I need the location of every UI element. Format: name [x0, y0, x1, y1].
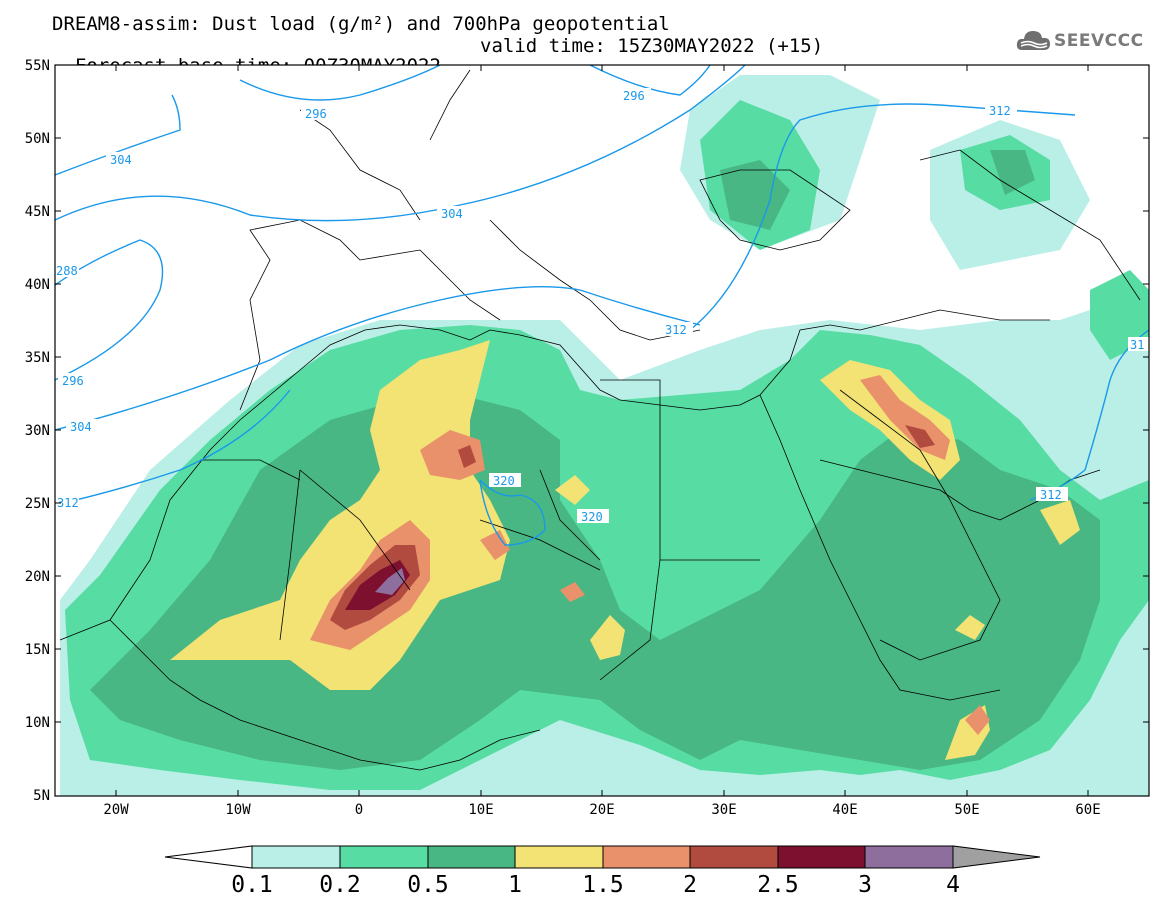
colorbar-label: 2.5	[757, 872, 799, 898]
contour-label: 320	[581, 510, 603, 524]
contour-label: 31	[1130, 338, 1144, 352]
contour-label: 320	[493, 474, 515, 488]
lat-label: 40N	[25, 277, 50, 293]
colorbar-over-arrow	[952, 845, 1041, 869]
lat-label: 50N	[25, 131, 50, 147]
dust-shading-3	[375, 568, 405, 595]
map-title: DREAM8-assim: Dust load (g/m²) and 700hP…	[52, 13, 670, 35]
lon-label: 30E	[711, 802, 736, 818]
cloud-icon	[1016, 31, 1050, 50]
lat-label: 20N	[25, 569, 50, 585]
lat-label: 45N	[25, 204, 50, 220]
contour-label: 312	[57, 496, 79, 510]
contour-label: 304	[110, 153, 132, 167]
colorbar-under-arrow	[164, 845, 253, 869]
map-area: 296 296 304 304 312 288 296 304 312 320 …	[55, 65, 1149, 796]
lat-label: 35N	[25, 350, 50, 366]
colorbar-label: 4	[946, 872, 960, 898]
dust-shading-2.5	[345, 560, 410, 610]
colorbar: 0.1 0.2 0.5 1 1.5 2 2.5 3 4	[164, 845, 1041, 898]
lon-label: 10W	[225, 802, 251, 818]
colorbar-box	[339, 845, 429, 869]
contour-label: 304	[70, 420, 92, 434]
lat-label: 25N	[25, 496, 50, 512]
lon-label: 60E	[1075, 802, 1100, 818]
lat-label: 15N	[25, 642, 50, 658]
lon-label: 50E	[954, 802, 979, 818]
lat-label: 30N	[25, 423, 50, 439]
colorbar-box	[251, 845, 341, 869]
colorbar-label: 0.1	[231, 872, 273, 898]
coastlines	[59, 69, 1141, 771]
colorbar-box	[689, 845, 779, 869]
lon-label: 20E	[589, 802, 614, 818]
colorbar-box	[514, 845, 604, 869]
contour-label: 288	[56, 264, 78, 278]
contour-label: 296	[623, 89, 645, 103]
lon-label: 40E	[832, 802, 857, 818]
colorbar-label: 0.5	[407, 872, 449, 898]
colorbar-box	[864, 845, 954, 869]
contour-label: 312	[989, 104, 1011, 118]
lat-label: 55N	[25, 58, 50, 74]
contour-label: 296	[305, 107, 327, 121]
lon-label: 0	[355, 802, 363, 818]
lat-label: 5N	[33, 788, 50, 804]
contour-label: 304	[441, 207, 463, 221]
colorbar-label: 3	[858, 872, 872, 898]
colorbar-label: 1.5	[582, 872, 624, 898]
contour-label: 312	[665, 323, 687, 337]
lat-label: 10N	[25, 715, 50, 731]
logo-text: SEEVCCC	[1054, 31, 1144, 51]
colorbar-box	[777, 845, 866, 869]
contour-label: 296	[62, 374, 84, 388]
colorbar-label: 1	[508, 872, 522, 898]
geopotential-contours	[55, 65, 1149, 546]
seevccc-logo: SEEVCCC	[1016, 28, 1156, 56]
colorbar-label: 0.2	[319, 872, 361, 898]
contour-label: 312	[1040, 488, 1062, 502]
lon-label: 20W	[103, 802, 129, 818]
colorbar-box	[427, 845, 516, 869]
colorbar-box	[602, 845, 691, 869]
colorbar-label: 2	[683, 872, 697, 898]
tick-marks	[55, 64, 1149, 796]
latitude-labels: 55N 50N 45N 40N 35N 30N 25N 20N 15N 10N …	[25, 58, 50, 804]
contour-labels: 296 296 304 304 312 288 296 304 312 320 …	[56, 89, 1144, 524]
contour-label-boxes	[55, 88, 1149, 523]
lon-label: 10E	[468, 802, 493, 818]
longitude-labels: 20W 10W 0 10E 20E 30E 40E 50E 60E	[103, 802, 1100, 818]
valid-time: valid time: 15Z30MAY2022 (+15)	[480, 35, 824, 57]
